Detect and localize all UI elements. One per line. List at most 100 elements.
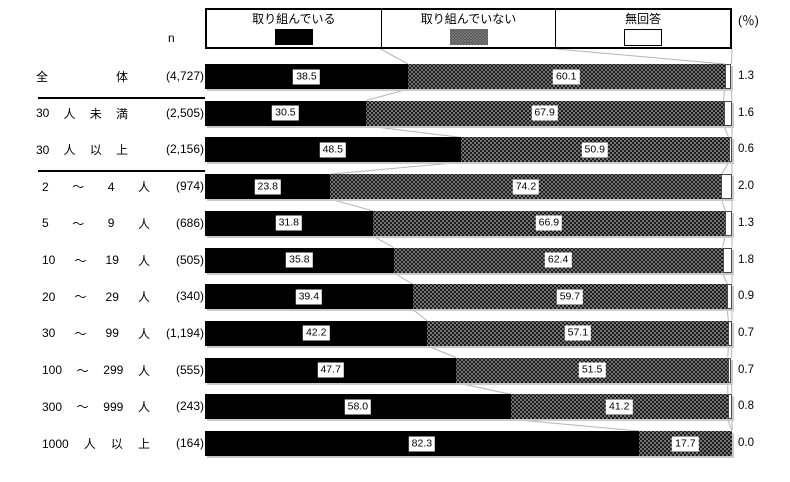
stacked-bar: 42.2 57.1 bbox=[205, 320, 732, 346]
row-right-value: 1.3 bbox=[738, 216, 754, 229]
bar-segment-not-engaged: 60.1 bbox=[407, 64, 725, 89]
legend-swatch-filled-icon bbox=[274, 29, 313, 45]
category-token: ～ bbox=[74, 290, 87, 305]
stacked-bar: 58.0 41.2 bbox=[205, 394, 732, 420]
bar-segment-engaged: 58.0 bbox=[205, 394, 511, 420]
bar-segment-not-engaged: 51.5 bbox=[456, 357, 728, 383]
segment-value-label: 66.9 bbox=[535, 215, 563, 231]
category-token: 以 bbox=[89, 143, 102, 158]
category-token: ～ bbox=[72, 180, 85, 195]
table-row: 20 ～ 29 人 (340) 39.4 59.7 0.9 bbox=[0, 284, 790, 310]
segment-value-label: 47.7 bbox=[317, 362, 344, 378]
segment-value-label: 57.1 bbox=[564, 325, 592, 341]
stacked-bar: 82.3 17.7 bbox=[205, 431, 732, 456]
row-right-value: 1.3 bbox=[738, 70, 754, 82]
category-token: 20 bbox=[42, 289, 56, 304]
bar-segment-no-answer bbox=[725, 210, 732, 236]
row-n-count: (974) bbox=[175, 179, 204, 194]
segment-value-label: 62.4 bbox=[544, 252, 572, 268]
bar-segment-not-engaged: 66.9 bbox=[372, 210, 726, 236]
bar-segment-no-answer bbox=[722, 247, 732, 273]
category-token: 人 bbox=[137, 253, 150, 268]
stacked-bar: 39.4 59.7 bbox=[205, 284, 732, 310]
bar-segment-no-answer bbox=[727, 394, 732, 420]
bar-segment-not-engaged: 74.2 bbox=[330, 174, 722, 200]
group-divider bbox=[38, 96, 205, 99]
row-n-count: (505) bbox=[175, 252, 204, 267]
table-row: 30 人未満 (2,505) 30.5 67.9 1.6 bbox=[0, 100, 790, 126]
table-row: 全体 (4,727) 38.5 60.1 1.3 bbox=[0, 64, 790, 89]
stacked-bar: 23.8 74.2 bbox=[205, 174, 732, 200]
category-token: 30 bbox=[36, 106, 50, 121]
legend: 取り組んでいる 取り組んでいない 無回答 bbox=[205, 8, 732, 49]
stacked-bar: 35.8 62.4 bbox=[205, 247, 732, 273]
row-right-value: 0.7 bbox=[738, 326, 754, 339]
legend-label: 取り組んでいる bbox=[252, 12, 336, 26]
category-token: 全 bbox=[36, 70, 49, 84]
segment-value-label: 58.0 bbox=[344, 399, 372, 415]
bar-segment-engaged: 42.2 bbox=[205, 320, 428, 346]
stacked-bar: 31.8 66.9 bbox=[205, 210, 732, 236]
category-token: 人 bbox=[137, 363, 150, 378]
bar-segment-no-answer bbox=[728, 320, 732, 346]
bar-segment-engaged: 48.5 bbox=[205, 137, 461, 163]
row-category-label: 20 ～ 29 人 bbox=[42, 284, 150, 309]
segment-value-label: 23.8 bbox=[254, 179, 281, 195]
row-n-count: (555) bbox=[175, 362, 204, 377]
segment-value-label: 67.9 bbox=[531, 105, 558, 121]
stacked-bar: 38.5 60.1 bbox=[205, 64, 732, 89]
segment-value-label: 41.2 bbox=[605, 399, 633, 415]
category-token: 未 bbox=[89, 106, 102, 121]
row-category-label: 1000 人以上 bbox=[42, 431, 150, 456]
category-token: 5 bbox=[42, 216, 49, 231]
table-row: 30 人以上 (2,156) 48.5 50.9 0.6 bbox=[0, 137, 790, 163]
row-right-value: 2.0 bbox=[738, 180, 754, 193]
category-token: 299 bbox=[103, 363, 124, 378]
row-category-label: 300 ～ 999 人 bbox=[42, 394, 150, 419]
category-token: 10 bbox=[42, 253, 56, 267]
bar-segment-not-engaged: 59.7 bbox=[412, 284, 728, 310]
row-right-value: 0.0 bbox=[738, 437, 754, 449]
row-right-value: 0.8 bbox=[738, 400, 754, 413]
segment-value-label: 39.4 bbox=[295, 289, 323, 305]
bar-segment-not-engaged: 41.2 bbox=[510, 394, 728, 420]
category-token: 19 bbox=[105, 253, 119, 267]
bar-segment-no-answer bbox=[728, 137, 732, 163]
row-right-value: 0.9 bbox=[738, 290, 754, 303]
category-token: 人 bbox=[137, 290, 150, 305]
table-row: 2 ～ 4 人 (974) 23.8 74.2 2.0 bbox=[0, 174, 790, 200]
segment-value-label: 74.2 bbox=[512, 179, 540, 195]
segment-value-label: 31.8 bbox=[275, 215, 302, 231]
category-token: 人 bbox=[83, 437, 96, 451]
category-token: 2 bbox=[42, 179, 49, 194]
category-token: 人 bbox=[137, 400, 150, 415]
segment-value-label: 60.1 bbox=[553, 69, 580, 84]
category-token: 人 bbox=[137, 216, 150, 231]
category-token: 満 bbox=[115, 106, 128, 121]
segment-value-label: 51.5 bbox=[578, 362, 606, 378]
category-token: 29 bbox=[105, 289, 119, 304]
legend-item-engaged: 取り組んでいる bbox=[207, 10, 381, 47]
legend-label: 取り組んでいない bbox=[420, 12, 517, 26]
bar-segment-no-answer bbox=[721, 174, 732, 200]
legend-item-not-engaged: 取り組んでいない bbox=[380, 10, 556, 47]
segment-value-label: 38.5 bbox=[293, 69, 320, 84]
bar-segment-no-answer bbox=[724, 64, 732, 89]
table-row: 100 ～ 299 人 (555) 47.7 51.5 0.7 bbox=[0, 357, 790, 383]
row-category-label: 30 人未満 bbox=[36, 101, 128, 126]
category-token: 上 bbox=[137, 437, 150, 451]
bar-segment-engaged: 31.8 bbox=[205, 210, 373, 236]
row-n-count: (2,156) bbox=[165, 142, 204, 157]
legend-label: 無回答 bbox=[625, 12, 662, 26]
segment-value-label: 35.8 bbox=[286, 252, 313, 268]
category-token: 体 bbox=[115, 70, 128, 84]
row-category-label: 全体 bbox=[36, 64, 128, 89]
row-n-count: (164) bbox=[175, 436, 204, 450]
bar-segment-not-engaged: 57.1 bbox=[427, 320, 729, 346]
category-token: 9 bbox=[107, 216, 115, 231]
segment-value-label: 50.9 bbox=[581, 142, 608, 158]
bar-segment-engaged: 82.3 bbox=[205, 431, 639, 456]
row-category-label: 30 ～ 99 人 bbox=[42, 321, 150, 346]
row-category-label: 30 人以上 bbox=[36, 137, 128, 162]
row-category-label: 2 ～ 4 人 bbox=[42, 174, 150, 199]
